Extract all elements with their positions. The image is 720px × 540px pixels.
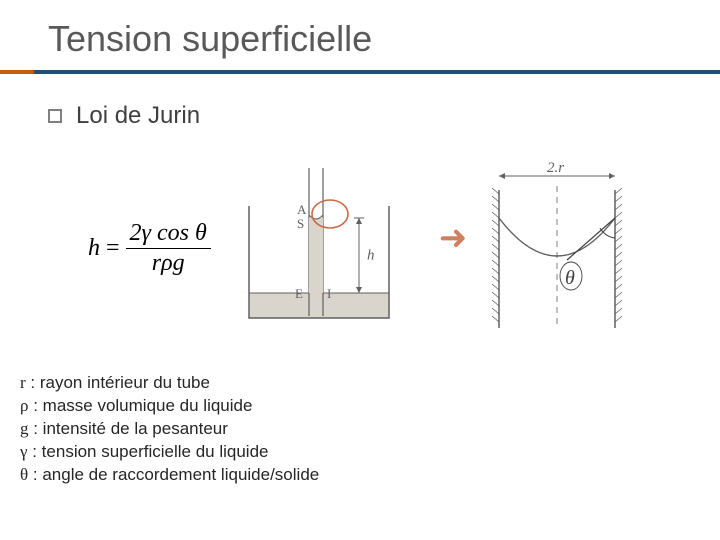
formula: h = 2γ cos θ rρg: [88, 220, 219, 277]
fraction-bar: [126, 248, 211, 249]
svg-text:h: h: [367, 248, 375, 264]
svg-text:θ: θ: [565, 267, 575, 289]
formula-fraction: 2γ cos θ rρg: [126, 220, 211, 277]
definition-row: ρ : masse volumique du liquide: [20, 395, 700, 418]
svg-text:2.r: 2.r: [547, 160, 564, 176]
capillary-svg: AS E Ih: [229, 158, 429, 338]
formula-eq: =: [106, 235, 120, 262]
figure-row: h = 2γ cos θ rρg AS E Ih ➜ 2.r θ: [88, 158, 700, 338]
definition-symbol: g: [20, 419, 29, 438]
svg-text:S: S: [297, 216, 304, 231]
definition-row: γ : tension superficielle du liquide: [20, 441, 700, 464]
definition-text: : rayon intérieur du tube: [26, 373, 210, 392]
svg-text:A: A: [297, 202, 307, 217]
formula-numerator: 2γ cos θ: [126, 220, 211, 247]
bullet-text: Loi de Jurin: [76, 102, 200, 130]
definition-row: r : rayon intérieur du tube: [20, 372, 700, 395]
formula-denominator: rρg: [148, 250, 189, 277]
arrow-icon: ➜: [439, 218, 468, 258]
definition-symbol: θ: [20, 465, 28, 484]
bullet-row: Loi de Jurin: [48, 102, 700, 130]
title-underline: [0, 70, 720, 74]
bullet-box-icon: [48, 109, 62, 123]
definitions-list: r : rayon intérieur du tubeρ : masse vol…: [20, 372, 700, 487]
definition-text: : tension superficielle du liquide: [28, 442, 269, 461]
definition-symbol: γ: [20, 442, 28, 461]
slide-title: Tension superficielle: [0, 0, 720, 70]
capillary-diagram: AS E Ih: [229, 158, 429, 338]
content-area: Loi de Jurin h = 2γ cos θ rρg AS E Ih ➜ 2.…: [0, 74, 720, 487]
definition-text: : angle de raccordement liquide/solide: [28, 465, 319, 484]
definition-row: g : intensité de la pesanteur: [20, 418, 700, 441]
zoom-diagram: 2.r θ: [477, 158, 647, 338]
svg-text:E: E: [295, 286, 303, 301]
definition-text: : intensité de la pesanteur: [29, 419, 228, 438]
definition-text: : masse volumique du liquide: [28, 396, 252, 415]
formula-lhs: h: [88, 235, 100, 262]
definition-row: θ : angle de raccordement liquide/solide: [20, 464, 700, 487]
zoom-svg: 2.r θ: [477, 158, 647, 338]
svg-text:I: I: [327, 286, 331, 301]
